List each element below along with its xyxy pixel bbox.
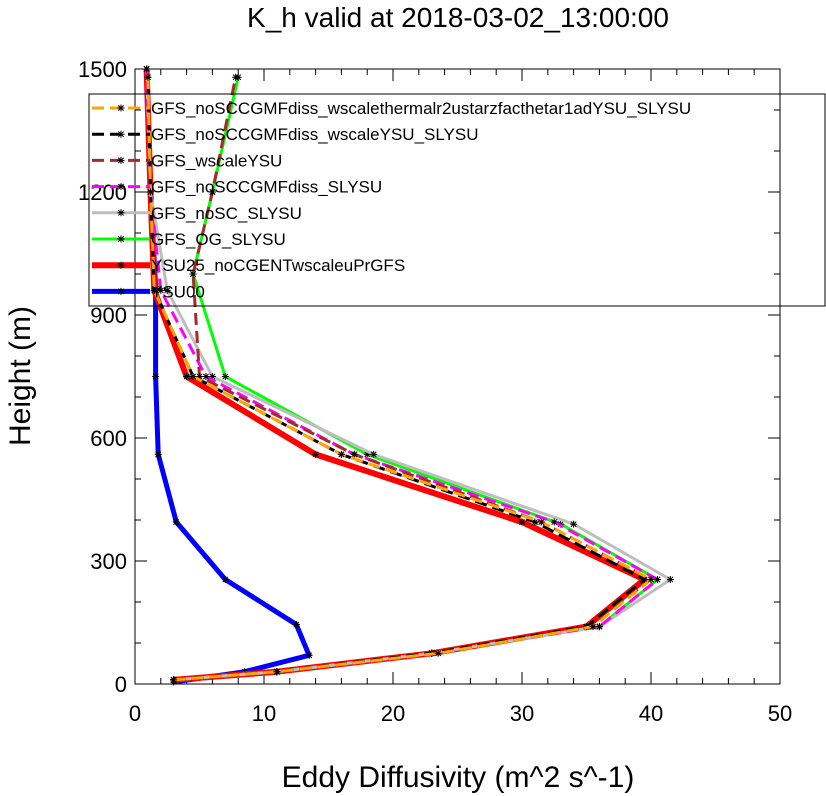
data-point bbox=[518, 518, 526, 526]
x-tick-label: 20 bbox=[381, 701, 405, 726]
y-tick-label: 1200 bbox=[78, 180, 127, 205]
legend-label: GFS_noSCCGMFdiss_wscaleYSU_SLYSU bbox=[151, 125, 479, 144]
legend-entry: GFS_noSCCGMFdiss_wscaleYSU_SLYSU bbox=[92, 125, 479, 144]
legend-entry: GFS_noSC_SLYSU bbox=[92, 204, 302, 223]
data-point bbox=[653, 575, 661, 583]
data-point bbox=[350, 450, 358, 458]
series-1 bbox=[144, 73, 655, 684]
legend-label: GFS_noSCCGMFdiss_wscalethermalr2ustarzfa… bbox=[151, 99, 691, 118]
legend-marker bbox=[117, 130, 125, 138]
x-tick-label: 10 bbox=[252, 701, 276, 726]
data-point bbox=[189, 373, 197, 380]
data-point bbox=[305, 651, 313, 659]
data-point bbox=[163, 286, 171, 294]
legend-entry: GFS_noSCCGMFdiss_wscalethermalr2ustarzfa… bbox=[92, 99, 691, 118]
data-point bbox=[196, 373, 203, 380]
data-point bbox=[143, 65, 151, 73]
y-tick-label: 0 bbox=[115, 672, 127, 697]
legend-label: GFS_noSC_SLYSU bbox=[151, 204, 302, 223]
legend-entry: GFS_OG_SLYSU bbox=[92, 230, 286, 249]
legend-marker bbox=[117, 235, 125, 243]
y-axis-label: Height (m) bbox=[4, 306, 37, 446]
data-point bbox=[273, 668, 281, 676]
x-tick-label: 40 bbox=[639, 701, 663, 726]
data-point bbox=[202, 373, 210, 380]
legend: GFS_noSCCGMFdiss_wscalethermalr2ustarzfa… bbox=[88, 93, 826, 307]
data-point bbox=[570, 520, 578, 528]
data-point bbox=[312, 450, 320, 458]
data-point bbox=[589, 623, 597, 631]
data-point bbox=[221, 575, 229, 583]
y-tick-label: 900 bbox=[90, 303, 127, 328]
legend-entry: GFS_noSCCGMFdiss_SLYSU bbox=[92, 178, 382, 197]
y-tick-label: 1500 bbox=[78, 57, 127, 82]
legend-label: GFS_OG_SLYSU bbox=[151, 230, 286, 249]
legend-label: YSU00 bbox=[151, 282, 205, 301]
data-point bbox=[595, 623, 603, 631]
y-tick-label: 300 bbox=[90, 549, 127, 574]
y-tick-label: 600 bbox=[90, 426, 127, 451]
axis-ticks: 0 10 20 30 40 50 0 300 600 900 1200 1500 bbox=[78, 57, 792, 726]
legend-label: GFS_wscaleYSU bbox=[151, 151, 282, 170]
legend-label: YSU25_noCGENTwscaleuPrGFS bbox=[151, 256, 405, 275]
data-point bbox=[370, 450, 378, 458]
legend-marker bbox=[117, 156, 125, 164]
data-point bbox=[172, 518, 180, 526]
legend-marker bbox=[117, 261, 125, 269]
data-point bbox=[154, 450, 162, 458]
data-point bbox=[531, 518, 539, 526]
data-point bbox=[537, 518, 545, 526]
data-point bbox=[647, 575, 655, 583]
x-tick-label: 50 bbox=[768, 701, 792, 726]
data-point bbox=[666, 575, 674, 583]
data-point bbox=[183, 373, 191, 380]
legend-entry: YSU00 bbox=[92, 282, 205, 301]
data-point bbox=[337, 450, 345, 458]
data-point bbox=[208, 373, 216, 380]
data-point bbox=[641, 575, 649, 583]
legend-marker bbox=[117, 183, 125, 191]
data-point bbox=[157, 286, 165, 294]
data-point bbox=[434, 649, 442, 657]
data-point bbox=[146, 188, 154, 196]
chart-title: K_h valid at 2018-03-02_13:00:00 bbox=[247, 2, 669, 33]
data-point bbox=[550, 518, 558, 526]
data-point bbox=[152, 373, 160, 380]
legend-marker bbox=[117, 104, 125, 112]
x-tick-label: 30 bbox=[510, 701, 534, 726]
legend-box bbox=[88, 93, 826, 307]
legend-label: GFS_noSCCGMFdiss_SLYSU bbox=[151, 178, 382, 197]
legend-marker bbox=[117, 209, 125, 217]
x-axis-label: Eddy Diffusivity (m^2 s^-1) bbox=[282, 761, 635, 794]
data-point bbox=[170, 676, 178, 684]
data-point bbox=[208, 188, 216, 196]
data-point bbox=[189, 270, 197, 278]
series-layer bbox=[143, 65, 674, 686]
legend-entry: YSU25_noCGENTwscaleuPrGFS bbox=[92, 256, 405, 275]
data-point bbox=[292, 621, 300, 629]
data-point bbox=[363, 450, 371, 458]
data-point bbox=[144, 73, 152, 81]
legend-marker bbox=[117, 287, 125, 295]
data-point bbox=[150, 286, 158, 294]
plot-frame bbox=[134, 68, 781, 685]
data-point bbox=[221, 373, 229, 380]
legend-entry: GFS_wscaleYSU bbox=[92, 151, 282, 170]
data-point bbox=[232, 73, 240, 81]
x-tick-label: 0 bbox=[129, 701, 141, 726]
